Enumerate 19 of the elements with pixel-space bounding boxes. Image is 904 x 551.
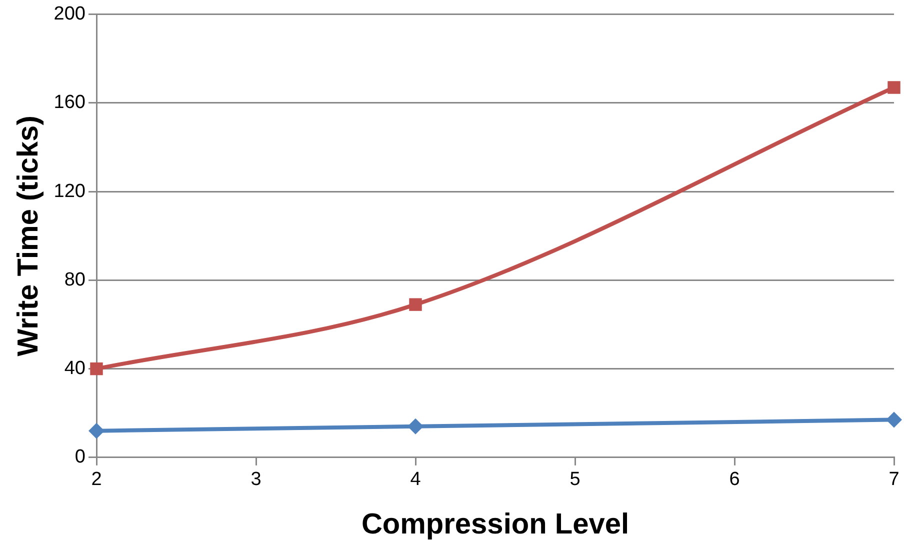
y-tick-label: 80 bbox=[64, 269, 86, 290]
point bbox=[409, 298, 422, 311]
point bbox=[88, 422, 104, 439]
x-tick-label: 4 bbox=[410, 469, 422, 490]
x-tick-label: 7 bbox=[888, 469, 900, 490]
y-tick-label: 200 bbox=[54, 4, 86, 25]
y-tick-label: 40 bbox=[64, 358, 86, 380]
x-axis-title: Compression Level bbox=[361, 508, 630, 541]
point bbox=[886, 412, 902, 428]
x-tick-label: 6 bbox=[729, 469, 740, 490]
x-tick-label: 5 bbox=[570, 469, 580, 490]
y-tick-label: 160 bbox=[54, 92, 86, 114]
point bbox=[408, 418, 424, 434]
y-tick-label: 120 bbox=[54, 180, 86, 202]
x-tick-label: 3 bbox=[250, 469, 262, 490]
y-tick-label: 0 bbox=[74, 446, 86, 468]
y-axis-title: Write Time (ticks) bbox=[12, 116, 44, 356]
point bbox=[888, 81, 900, 94]
x-tick-label: 2 bbox=[91, 469, 102, 490]
